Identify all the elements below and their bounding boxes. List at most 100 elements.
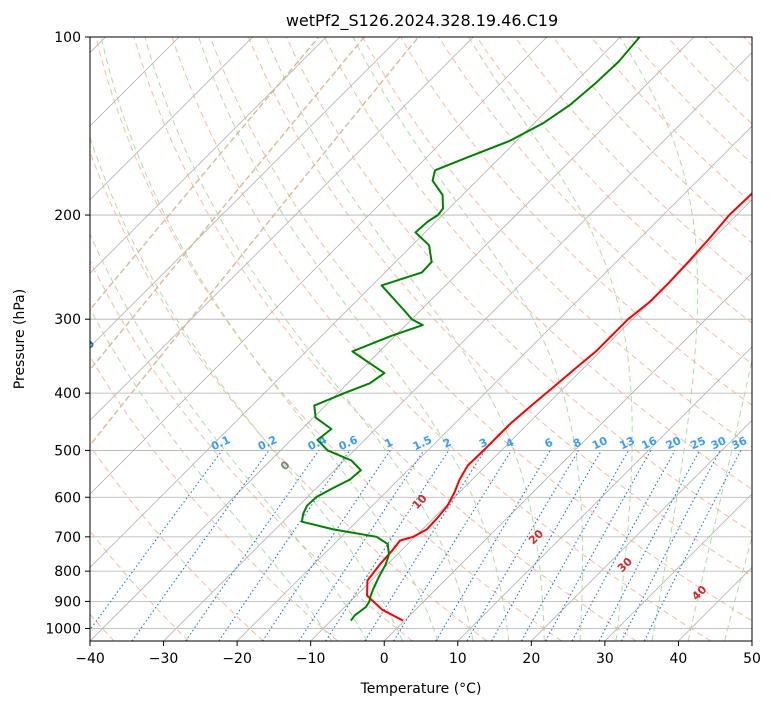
y-tick-label: 200 — [54, 208, 81, 224]
isotherm-line — [90, 37, 621, 569]
moist-adiabat-label: 30 — [615, 555, 635, 575]
isotherm-line — [90, 37, 548, 495]
isotherm-line — [163, 51, 752, 641]
frost-point-curve — [90, 37, 420, 447]
x-tick-label: 30 — [596, 651, 614, 667]
mixing-ratio-line — [218, 450, 351, 641]
chart-title: wetPf2_S126.2024.328.19.46.C19 — [286, 11, 558, 31]
x-axis-ticks: −40 −30 −20 −10 0 10 20 30 40 50 — [75, 641, 761, 667]
moist-adiabat-line — [687, 357, 752, 641]
mixing-ratio-label: 10 — [590, 434, 610, 452]
x-tick-label: −30 — [149, 651, 179, 667]
mixing-ratio-line — [643, 450, 742, 641]
dry-adiabat-line — [514, 37, 752, 284]
y-axis-ticks: 100 200 300 400 500 600 700 800 900 1000 — [45, 30, 90, 637]
profile-line — [366, 192, 752, 622]
mixing-ratio-label: 3 — [477, 436, 489, 451]
moist-adiabat-line — [90, 232, 368, 641]
moist-adiabat-line — [619, 37, 699, 641]
x-axis-label: Temperature (°C) — [360, 681, 482, 697]
dry-adiabat-line — [324, 37, 752, 490]
dry-adiabat-line — [90, 355, 339, 641]
isobar-grid — [90, 37, 752, 629]
isotherm-line — [90, 37, 474, 421]
mixing-ratio-lines — [90, 450, 742, 641]
mixing-ratio-label: 20 — [664, 434, 684, 452]
y-axis-label: Pressure (hPa) — [12, 289, 28, 389]
mixing-ratio-line — [571, 450, 676, 641]
isotherm-line — [604, 493, 752, 641]
mixing-ratio-label: 36 — [730, 434, 750, 452]
mixing-ratio-line — [598, 450, 701, 641]
moist-adiabat-label: 0 — [278, 458, 293, 473]
dry-adiabat-line — [552, 37, 752, 244]
dry-adiabat-line — [171, 37, 712, 641]
y-tick-label: 900 — [54, 594, 81, 610]
moist-adiabats — [90, 37, 752, 641]
mixing-ratio-line — [131, 450, 270, 641]
mixing-ratio-label: 4 — [504, 436, 517, 451]
moist-adiabat-label: 20 — [526, 527, 546, 547]
mixing-ratio-label: 25 — [688, 434, 707, 452]
moist-adiabat-line — [144, 37, 474, 641]
isotherm-line — [90, 37, 695, 641]
dry-adiabat-line — [705, 37, 752, 86]
moist-adiabat-line — [90, 307, 333, 641]
dry-adiabat-line — [133, 37, 637, 641]
moist-adiabat-line — [198, 37, 510, 641]
y-tick-label: 100 — [54, 30, 81, 46]
dry-adiabat-line — [90, 444, 264, 641]
x-tick-label: −40 — [75, 651, 105, 667]
mixing-ratio-line — [466, 450, 580, 641]
dry-adiabat-line — [209, 37, 752, 622]
mixing-ratio-line — [545, 450, 652, 641]
moist-adiabat-line — [265, 37, 545, 641]
mixing-ratio-line — [491, 450, 602, 641]
mixing-ratio-line — [521, 450, 630, 641]
mixing-ratio-label: 2 — [441, 436, 453, 451]
x-tick-label: 10 — [449, 651, 467, 667]
y-tick-label: 400 — [54, 386, 81, 402]
sounding-profiles — [300, 37, 752, 622]
y-tick-label: 600 — [54, 490, 81, 506]
x-tick-label: −10 — [296, 651, 326, 667]
plot-frame — [89, 36, 753, 642]
dry-adiabat-line — [90, 150, 488, 641]
mixing-ratio-line — [621, 450, 721, 641]
moist-adiabat-line — [724, 535, 752, 641]
moist-adiabat-label: 10 — [410, 492, 430, 512]
mixing-ratio-label: 13 — [617, 434, 636, 452]
dry-adiabat-label: -10 — [74, 337, 97, 360]
y-tick-label: 800 — [54, 564, 81, 580]
isotherm-line — [90, 37, 327, 274]
mixing-ratio-line — [393, 450, 512, 641]
dry-adiabat-line — [667, 37, 752, 125]
x-tick-label: 20 — [522, 651, 540, 667]
dry-adiabat-line — [628, 37, 752, 165]
dry-adiabat-line — [476, 37, 752, 324]
y-tick-label: 1000 — [45, 621, 81, 637]
isotherm-line — [90, 37, 253, 201]
y-tick-label: 500 — [54, 443, 81, 459]
plot-area: 0.10.20.40.611.52346810131620253036-100-… — [74, 37, 752, 641]
moist-adiabat-label: 40 — [689, 583, 709, 603]
isotherm-line — [236, 125, 752, 641]
frost-point-curves — [90, 37, 420, 447]
isotherm-line — [383, 272, 752, 641]
isotherm-line — [678, 566, 752, 641]
dry-adiabat-line — [400, 37, 752, 406]
mixing-ratio-label: 30 — [709, 434, 729, 452]
y-tick-label: 700 — [54, 530, 81, 546]
x-tick-label: 0 — [380, 651, 389, 667]
x-tick-label: 40 — [670, 651, 688, 667]
dry-adiabat-line — [90, 530, 190, 641]
y-tick-label: 300 — [54, 312, 81, 328]
isotherm-line — [90, 37, 401, 348]
dry-adiabat-line — [590, 37, 752, 204]
isotherm-line — [457, 346, 752, 641]
mixing-ratio-line — [298, 450, 425, 641]
x-tick-label: −20 — [222, 651, 252, 667]
frost-point-curve — [90, 37, 365, 371]
mixing-ratio-label: 6 — [542, 436, 555, 451]
